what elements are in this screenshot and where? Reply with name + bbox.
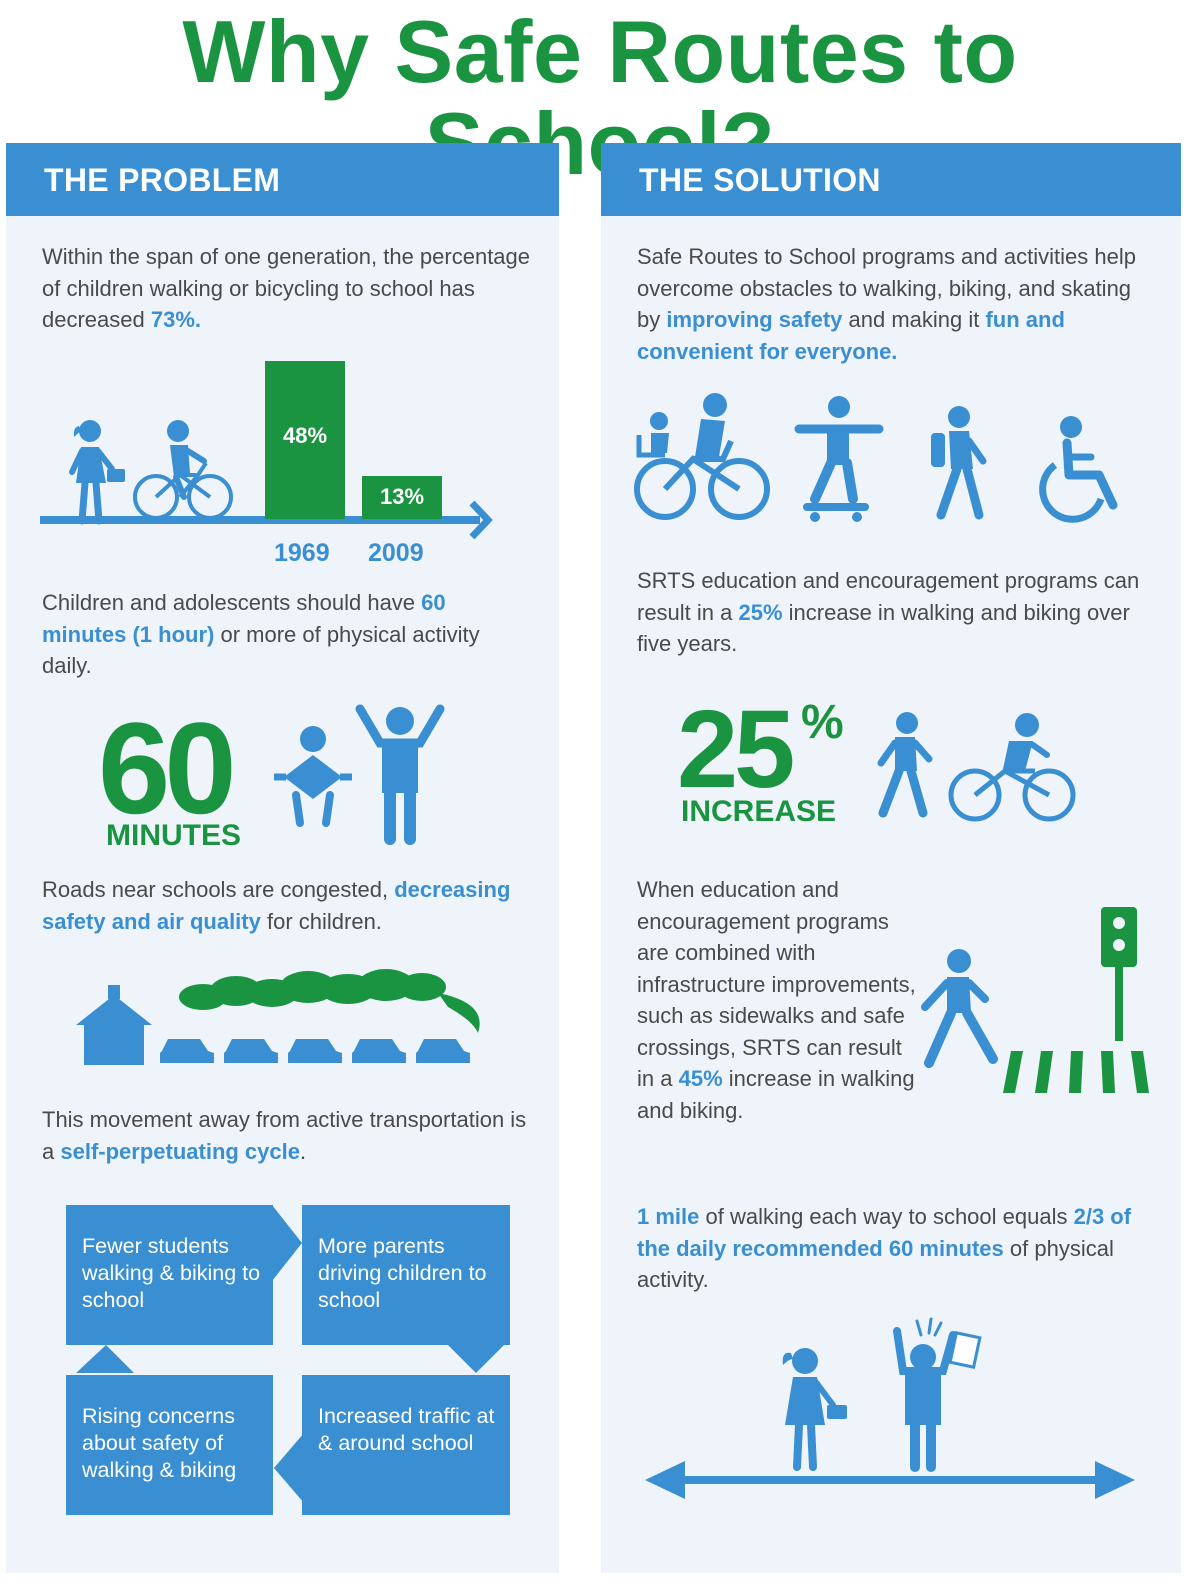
car-icons (160, 1039, 470, 1063)
one-mile-text: 1 mile of walking each way to school equ… (637, 1204, 1132, 1292)
cycle-arrows (76, 1205, 506, 1503)
bar-label-1969: 48% (282, 423, 328, 448)
solution-header: THE SOLUTION (601, 143, 1181, 216)
cheering-student-icon (893, 1317, 982, 1472)
cyclist-icon (948, 713, 1076, 822)
problem-panel: THE PROBLEM Within the span of one gener… (6, 143, 559, 1573)
traffic-light-icon (1101, 907, 1137, 1041)
crosswalk-stripes-icon (1003, 1051, 1149, 1093)
chart-bar-2009: 13% (362, 476, 442, 519)
cycle-step-increased-traffic: Increased traffic at & around school (302, 1375, 510, 1515)
activity-text: Children and adolescents should have 60 … (42, 590, 480, 678)
timeline-arrow (40, 500, 493, 540)
year-label-2009: 2009 (368, 539, 424, 567)
skateboarder-icon (794, 396, 884, 522)
squatting-person-icon (274, 726, 352, 827)
year-label-1969: 1969 (274, 539, 330, 567)
school-traffic-illustration (76, 969, 480, 1065)
congestion-text: Roads near schools are congested, decrea… (42, 877, 511, 934)
wheelchair-icon (1039, 416, 1118, 523)
school-house-icon (76, 985, 152, 1065)
crosswalk-illustration (921, 907, 1149, 1093)
cycle-step-fewer-students: Fewer students walking & biking to schoo… (66, 1205, 273, 1345)
walking-girl-icon (69, 420, 125, 525)
minutes-label: MINUTES (106, 819, 241, 852)
bicycling-kid-icon (133, 420, 233, 520)
increase-label: INCREASE (681, 795, 837, 828)
jumping-person-icon (355, 704, 445, 845)
walking-person-icon (877, 712, 933, 818)
encouragement-text: SRTS education and encouragement program… (637, 568, 1140, 656)
double-arrow-icon (645, 1461, 1135, 1499)
cycle-step-more-parents-driving: More parents driving children to school (302, 1205, 510, 1345)
pedestrian-icon (921, 949, 998, 1068)
problem-header-label: THE PROBLEM (44, 162, 281, 198)
walker-icon (931, 406, 987, 520)
solution-intro-text: Safe Routes to School programs and activ… (637, 244, 1136, 364)
solution-panel: THE SOLUTION Safe Routes to School progr… (601, 143, 1181, 1573)
cycle-intro-text: This movement away from active transport… (42, 1107, 527, 1164)
decrease-stat: 73%. (150, 307, 202, 332)
percent-sign: % (801, 696, 844, 749)
twenty-five-number: 25 (677, 688, 795, 811)
infrastructure-text: When education and encouragement program… (637, 877, 916, 1123)
bar-label-2009: 13% (379, 484, 425, 509)
problem-header: THE PROBLEM (6, 143, 559, 216)
chart-bar-1969: 48% (265, 361, 345, 519)
schoolgirl-icon (782, 1348, 847, 1471)
solution-header-label: THE SOLUTION (639, 162, 881, 198)
sixty-number: 60 (98, 695, 237, 841)
bicycle-with-child-icon (634, 393, 770, 520)
problem-intro-text: Within the span of one generation, the p… (42, 244, 531, 332)
exhaust-cloud-icon (179, 969, 480, 1033)
cycle-step-rising-concerns: Rising concerns about safety of walking … (66, 1375, 273, 1515)
kids-two-way-arrow (645, 1317, 1135, 1499)
